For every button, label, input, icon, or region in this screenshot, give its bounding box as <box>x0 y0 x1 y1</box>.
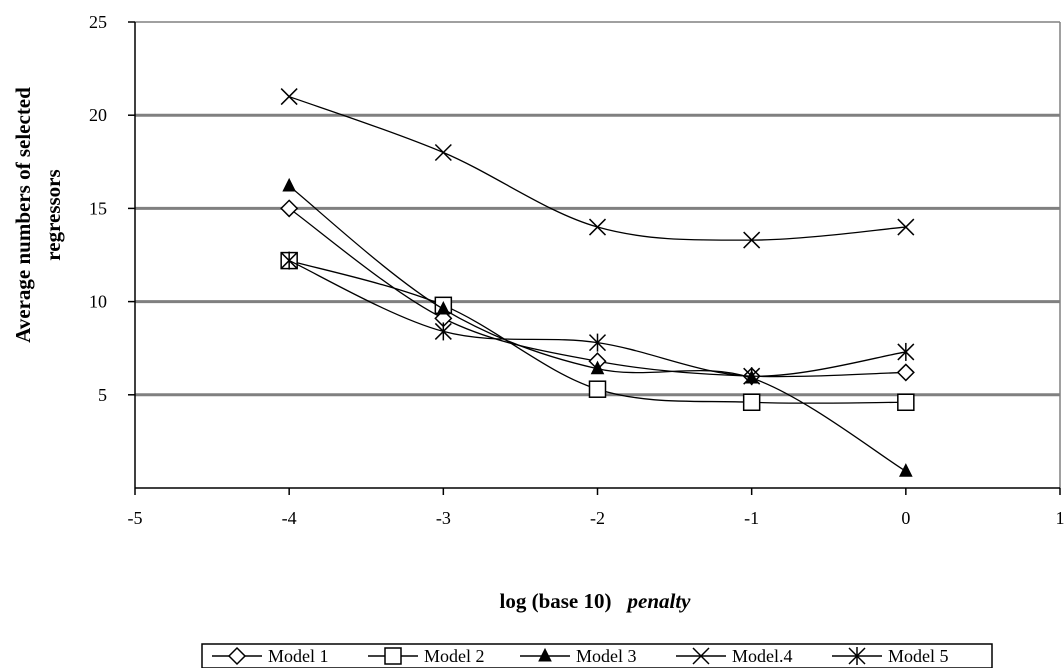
data-point <box>897 342 915 361</box>
x-axis-title-main: log (base 10) <box>500 589 612 613</box>
legend-item: Model 2 <box>368 646 485 666</box>
series-4 <box>280 88 915 249</box>
data-point-stroke <box>280 88 298 106</box>
data-point <box>897 393 915 412</box>
legend-marker-stroke <box>692 647 710 665</box>
legend-marker <box>538 647 552 662</box>
y-tick-label: 5 <box>98 385 107 405</box>
x-tick-label: -3 <box>436 508 451 528</box>
x-axis-title: log (base 10) penalty <box>500 589 692 613</box>
tick-labels: 5 10 15 20 25 -5 -4 -3 -2 -1 0 1 <box>89 12 1064 528</box>
data-point <box>897 218 915 236</box>
legend-item: Model.4 <box>676 646 793 666</box>
data-point <box>588 380 607 398</box>
series-3 <box>282 177 913 477</box>
x-tick-label: -4 <box>282 508 297 528</box>
y-axis-title-line1: Average numbers of selected <box>11 87 35 343</box>
y-tick-label: 15 <box>89 198 107 218</box>
data-point <box>282 177 296 192</box>
series-group <box>280 88 915 477</box>
data-point <box>743 367 761 386</box>
x-tick-label: -2 <box>590 508 605 528</box>
data-point <box>588 333 607 352</box>
legend: Model 1 Model 2 Model 3 Model.4 Model 5 <box>201 643 993 668</box>
data-point <box>434 322 452 341</box>
legend-label: Model 5 <box>888 646 949 666</box>
series-line <box>288 185 907 472</box>
data-point <box>434 143 452 162</box>
x-axis-title-italic: penalty <box>626 589 692 613</box>
x-tick-label: 1 <box>1056 508 1064 528</box>
data-point <box>436 300 451 315</box>
legend-item: Model 1 <box>212 646 329 666</box>
data-point-stroke <box>588 218 607 236</box>
data-point-stroke <box>743 231 761 249</box>
legend-item: Model 5 <box>832 646 949 666</box>
legend-label: Model 2 <box>424 646 485 666</box>
x-tick-label: -5 <box>128 508 143 528</box>
legend-marker <box>692 647 710 665</box>
y-axis-title-line2: regressors <box>41 169 65 260</box>
legend-marker <box>384 647 402 665</box>
y-tick-label: 25 <box>89 12 107 32</box>
legend-label: Model 1 <box>268 646 329 666</box>
series-2 <box>280 251 915 412</box>
axes <box>128 21 1061 495</box>
y-tick-label: 10 <box>89 292 107 312</box>
series-line <box>288 95 906 241</box>
legend-label: Model.4 <box>732 646 793 666</box>
series-5 <box>280 251 915 386</box>
legend-marker <box>227 646 247 666</box>
legend-label: Model 3 <box>576 646 637 666</box>
legend-item: Model 3 <box>520 646 637 666</box>
legend-box <box>201 643 993 668</box>
data-point <box>280 88 298 106</box>
data-point <box>896 363 915 382</box>
data-point-stroke <box>434 143 452 162</box>
data-point <box>743 231 761 249</box>
x-tick-label: 0 <box>901 508 910 528</box>
data-point <box>280 199 299 218</box>
data-point <box>590 360 605 375</box>
data-point <box>280 251 298 270</box>
data-point <box>588 218 607 236</box>
data-point-stroke <box>897 218 915 236</box>
data-point <box>742 393 761 412</box>
x-tick-label: -1 <box>744 508 759 528</box>
legend-marker <box>848 647 866 665</box>
y-tick-label: 20 <box>89 105 107 125</box>
data-point <box>899 463 913 477</box>
